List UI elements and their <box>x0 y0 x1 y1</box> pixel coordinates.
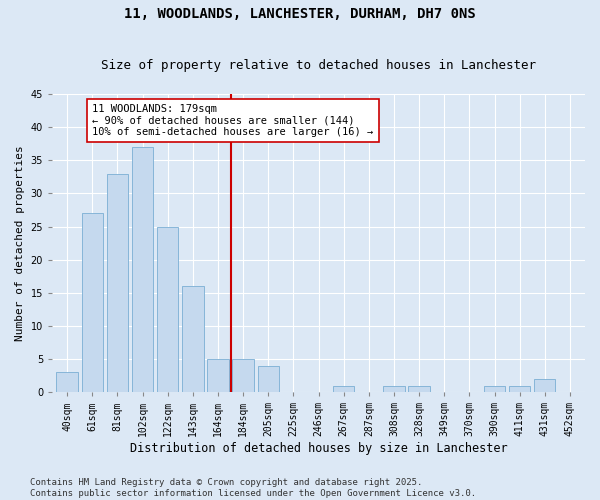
Text: Contains HM Land Registry data © Crown copyright and database right 2025.
Contai: Contains HM Land Registry data © Crown c… <box>30 478 476 498</box>
Bar <box>509 386 530 392</box>
Bar <box>56 372 78 392</box>
Bar <box>232 359 254 392</box>
Title: Size of property relative to detached houses in Lanchester: Size of property relative to detached ho… <box>101 59 536 72</box>
Bar <box>409 386 430 392</box>
Bar <box>333 386 355 392</box>
Bar <box>107 174 128 392</box>
Bar <box>208 359 229 392</box>
Bar <box>534 379 556 392</box>
Bar <box>157 226 178 392</box>
Bar <box>82 214 103 392</box>
Bar <box>132 147 153 392</box>
Bar <box>383 386 404 392</box>
Text: 11 WOODLANDS: 179sqm
← 90% of detached houses are smaller (144)
10% of semi-deta: 11 WOODLANDS: 179sqm ← 90% of detached h… <box>92 104 374 137</box>
X-axis label: Distribution of detached houses by size in Lanchester: Distribution of detached houses by size … <box>130 442 508 455</box>
Text: 11, WOODLANDS, LANCHESTER, DURHAM, DH7 0NS: 11, WOODLANDS, LANCHESTER, DURHAM, DH7 0… <box>124 8 476 22</box>
Bar <box>182 286 203 392</box>
Bar <box>257 366 279 392</box>
Y-axis label: Number of detached properties: Number of detached properties <box>15 145 25 341</box>
Bar <box>484 386 505 392</box>
